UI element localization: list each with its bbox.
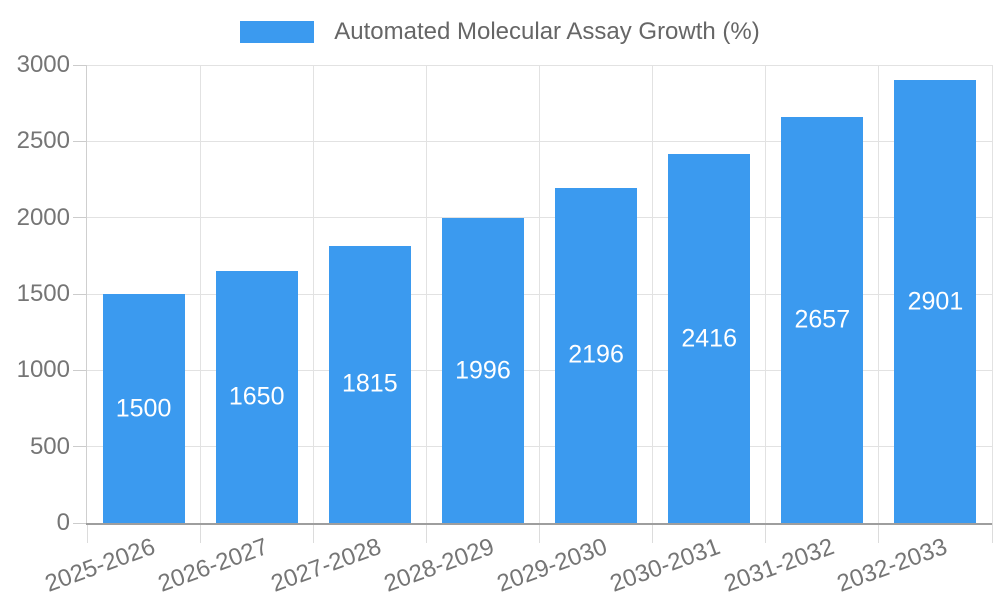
legend-label: Automated Molecular Assay Growth (%) bbox=[334, 18, 760, 45]
bar-2028-2029[interactable] bbox=[441, 218, 524, 523]
x-axis-label: 2028-2029 bbox=[380, 533, 498, 598]
v-gridline bbox=[652, 65, 654, 523]
x-axis-tick bbox=[991, 523, 993, 543]
bar-value-label: 2196 bbox=[568, 340, 624, 369]
bar-2029-2030[interactable] bbox=[555, 187, 638, 523]
bar-2026-2027[interactable] bbox=[215, 271, 298, 523]
y-axis-label: 2000 bbox=[16, 203, 70, 231]
x-axis-label: 2029-2030 bbox=[493, 533, 611, 598]
y-axis-line bbox=[86, 65, 87, 523]
v-gridline bbox=[539, 65, 540, 523]
bar-2027-2028[interactable] bbox=[328, 245, 411, 523]
x-axis-tick bbox=[652, 523, 654, 543]
x-axis-tick bbox=[425, 523, 427, 543]
bar-value-label: 2657 bbox=[794, 305, 851, 334]
legend-swatch-icon bbox=[240, 21, 315, 43]
x-axis-label: 2027-2028 bbox=[267, 533, 385, 598]
y-axis-tick bbox=[73, 293, 87, 295]
bar-2031-2032[interactable] bbox=[781, 117, 864, 523]
bar-value-label: 1815 bbox=[342, 369, 398, 398]
bar-value-label: 2416 bbox=[681, 324, 737, 353]
x-axis-label: 2025-2026 bbox=[41, 533, 159, 598]
x-axis-tick bbox=[199, 523, 201, 543]
x-axis-tick bbox=[765, 523, 767, 543]
v-gridline bbox=[765, 65, 767, 523]
x-axis-label: 2030-2031 bbox=[606, 533, 725, 598]
y-axis-tick bbox=[73, 140, 87, 142]
x-axis-tick bbox=[312, 523, 314, 543]
v-gridline bbox=[199, 65, 201, 523]
y-axis-label: 3000 bbox=[16, 51, 70, 78]
bar-2025-2026[interactable] bbox=[102, 294, 185, 523]
x-axis-label: 2032-2033 bbox=[833, 533, 951, 598]
x-axis-tick bbox=[539, 523, 540, 543]
legend-item[interactable]: Automated Molecular Assay Growth (%) bbox=[240, 20, 760, 44]
x-axis-tick bbox=[878, 523, 880, 543]
y-axis-label: 500 bbox=[29, 432, 70, 460]
y-axis-tick bbox=[73, 64, 87, 66]
v-gridline bbox=[991, 65, 993, 523]
v-gridline bbox=[425, 65, 427, 523]
legend: Automated Molecular Assay Growth (%) bbox=[0, 20, 1000, 44]
y-axis-tick bbox=[73, 369, 87, 371]
v-gridline bbox=[312, 65, 314, 523]
bar-value-label: 2901 bbox=[907, 287, 964, 316]
x-axis-label: 2031-2032 bbox=[720, 533, 838, 598]
bar-value-label: 1500 bbox=[115, 394, 172, 422]
bar-value-label: 1996 bbox=[455, 356, 511, 385]
x-axis-line bbox=[86, 523, 992, 525]
bar-2030-2031[interactable] bbox=[668, 154, 751, 523]
bar-value-label: 1650 bbox=[228, 382, 285, 411]
y-axis-tick bbox=[73, 522, 87, 524]
y-axis-label: 1500 bbox=[16, 280, 70, 307]
y-axis-label: 0 bbox=[56, 509, 70, 536]
x-axis-label: 2026-2027 bbox=[154, 533, 272, 598]
bar-2032-2033[interactable] bbox=[894, 80, 977, 523]
y-axis-tick bbox=[73, 446, 87, 448]
y-axis-label: 2500 bbox=[16, 127, 70, 155]
y-axis-label: 1000 bbox=[16, 356, 70, 384]
v-gridline bbox=[878, 65, 880, 523]
x-axis-tick bbox=[86, 523, 88, 543]
y-axis-tick bbox=[73, 217, 87, 219]
